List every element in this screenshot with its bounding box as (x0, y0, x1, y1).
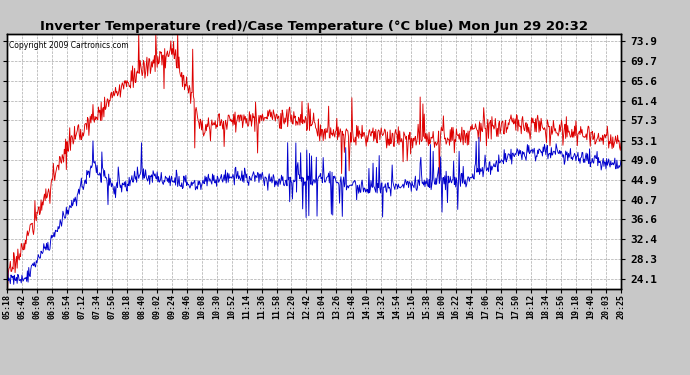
Text: Copyright 2009 Cartronics.com: Copyright 2009 Cartronics.com (9, 41, 128, 50)
Title: Inverter Temperature (red)/Case Temperature (°C blue) Mon Jun 29 20:32: Inverter Temperature (red)/Case Temperat… (40, 20, 588, 33)
